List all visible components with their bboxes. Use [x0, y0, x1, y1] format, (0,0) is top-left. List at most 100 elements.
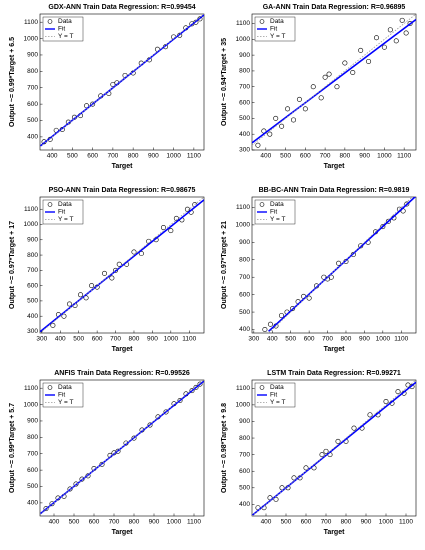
data-point [116, 261, 122, 267]
data-point [302, 106, 308, 112]
data-point [138, 251, 144, 257]
y-tick-label: 400 [27, 313, 38, 320]
data-point [310, 84, 316, 90]
chart-title: ANFIS Train Data Regression: R=0.99526 [54, 370, 190, 377]
x-tick-label: 500 [285, 336, 296, 343]
x-axis-label: Target [324, 163, 346, 170]
y-tick-label: 1100 [236, 385, 250, 392]
data-point [383, 399, 389, 405]
x-tick-label: 1100 [187, 519, 201, 526]
y-tick-label: 800 [239, 435, 250, 442]
data-point [318, 95, 324, 101]
legend-label: Fit [270, 26, 277, 33]
y-tick-label: 1100 [236, 204, 250, 211]
data-point [291, 475, 297, 481]
data-point [407, 20, 413, 26]
data-point [73, 481, 79, 487]
x-tick-label: 800 [339, 153, 350, 160]
y-tick-label: 600 [27, 101, 38, 108]
y-tick-label: 500 [239, 115, 250, 122]
y-tick-label: 1000 [24, 401, 39, 408]
data-point [66, 301, 72, 307]
chart-title: BB-BC-ANN Train Data Regression: R=0.981… [259, 187, 410, 194]
legend-label: Fit [58, 209, 65, 216]
x-axis-label: Target [112, 346, 134, 353]
y-tick-label: 400 [27, 134, 38, 141]
data-point [197, 381, 203, 387]
y-tick-label: 700 [27, 84, 38, 91]
data-point [67, 486, 73, 492]
y-tick-label: 900 [27, 52, 38, 59]
x-axis-label: Target [112, 529, 134, 536]
line [40, 197, 204, 333]
data-point [273, 496, 279, 502]
y-tick-label: 400 [27, 500, 38, 507]
data-point [322, 74, 328, 80]
y-tick-label: 900 [239, 239, 250, 246]
x-tick-label: 800 [341, 336, 352, 343]
data-point [131, 435, 137, 441]
y-tick-label: 800 [239, 256, 250, 263]
x-axis-label: Target [112, 163, 134, 170]
legend-marker [47, 19, 53, 24]
y-tick-label: 1100 [24, 206, 38, 213]
y-axis-label: Output ~= 0.97*Target + 17 [9, 221, 16, 309]
x-tick-label: 700 [109, 519, 120, 526]
x-tick-label: 400 [267, 336, 278, 343]
data-point [113, 267, 119, 273]
x-tick-label: 400 [47, 153, 58, 160]
x-tick-label: 800 [129, 519, 140, 526]
data-point [89, 283, 95, 289]
plot-content [40, 14, 204, 148]
y-axis-label: Output ~= 0.99*Target + 5.7 [9, 403, 16, 493]
y-tick-label: 800 [27, 68, 38, 75]
chart-title: GA-ANN Train Data Regression: R=0.96895 [263, 4, 406, 11]
x-tick-label: 600 [89, 519, 100, 526]
legend-label: Data [58, 384, 72, 391]
x-axis-label: Target [324, 529, 346, 536]
legend-marker [259, 202, 265, 207]
data-point [43, 506, 49, 512]
data-point [334, 84, 340, 90]
x-tick-label: 600 [300, 153, 311, 160]
chart-title: GDX-ANN Train Data Regression: R=0.99454 [48, 4, 195, 11]
x-tick-label: 900 [359, 336, 370, 343]
line [252, 18, 416, 144]
line [268, 197, 413, 333]
data-point [387, 27, 393, 33]
x-tick-label: 500 [73, 336, 84, 343]
x-tick-label: 700 [110, 336, 121, 343]
x-tick-label: 1100 [397, 153, 411, 160]
legend-label: Data [270, 18, 284, 25]
data-point [189, 388, 195, 394]
x-tick-label: 900 [361, 519, 372, 526]
y-tick-label: 1100 [24, 385, 38, 392]
panel: BB-BC-ANN Train Data Regression: R=0.981… [221, 187, 417, 353]
data-point [273, 115, 279, 121]
y-tick-label: 500 [27, 298, 38, 305]
y-tick-label: 1100 [24, 19, 38, 26]
data-point [395, 389, 401, 395]
data-point [267, 131, 273, 137]
data-point [306, 295, 312, 301]
y-axis-label: Output ~= 0.99*Target + 6.5 [9, 37, 16, 127]
x-tick-label: 500 [280, 153, 291, 160]
data-point [336, 260, 342, 266]
plot-content [40, 380, 204, 515]
x-tick-label: 1100 [399, 519, 413, 526]
data-point [351, 425, 357, 431]
x-tick-label: 700 [107, 153, 118, 160]
legend-label: Data [270, 201, 284, 208]
data-point [109, 275, 115, 281]
data-point [90, 101, 96, 107]
line [252, 14, 416, 146]
legend-marker [259, 19, 265, 24]
data-point [290, 306, 296, 312]
x-tick-label: 500 [69, 519, 80, 526]
x-tick-label: 500 [67, 153, 78, 160]
legend-label: Fit [58, 392, 65, 399]
legend-label: Fit [270, 209, 277, 216]
x-tick-label: 800 [129, 336, 140, 343]
plot-content [252, 380, 416, 516]
